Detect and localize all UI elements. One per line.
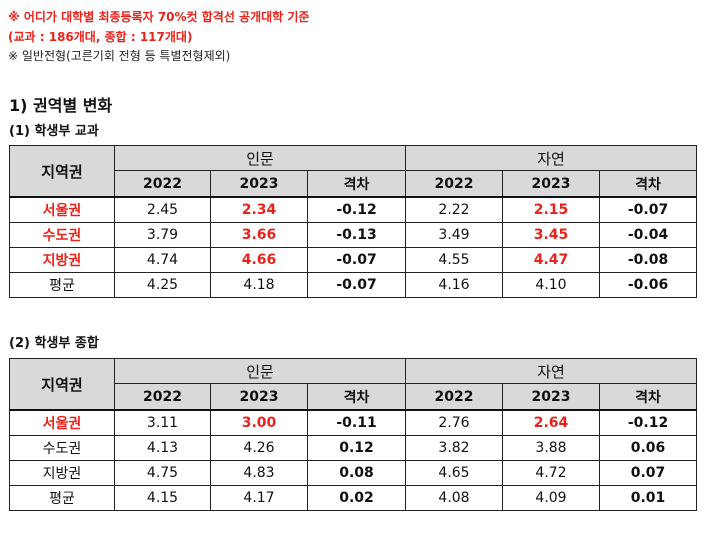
cell: 4.47: [502, 247, 601, 273]
cell: 4.17: [210, 485, 308, 511]
cell: 4.18: [210, 272, 308, 298]
cell: 4.08: [405, 485, 504, 511]
cell: 4.09: [502, 485, 601, 511]
cell: 4.26: [210, 435, 308, 461]
region-label: 지방권: [9, 460, 115, 486]
cell: 4.55: [405, 247, 504, 273]
cell: 4.10: [502, 272, 601, 298]
region-label: 서울권: [9, 409, 115, 436]
cell: -0.04: [599, 222, 698, 248]
region-header: 지역권: [9, 358, 115, 411]
cell: 2.45: [114, 196, 211, 223]
gpa-table-subject: 지역권 인문 자연 2022 2023 격차 2022 2023 격차 서울권 …: [9, 145, 698, 298]
university-count-note: (교과 : 186개대, 종합 : 117개대): [8, 30, 193, 44]
gpa-table-comprehensive: 지역권 인문 자연 2022 2023 격차 2022 2023 격차 서울권 …: [9, 358, 698, 511]
table-row: 평균 4.25 4.18 -0.07 4.16 4.10 -0.06: [9, 272, 698, 298]
table-row: 서울권 3.11 3.00 -0.11 2.76 2.64 -0.12: [9, 409, 698, 436]
cell: 4.74: [114, 247, 211, 273]
cell: 0.12: [306, 435, 407, 461]
exclusion-note: ※ 일반전형(고른기회 전형 등 특별전형제외): [8, 49, 231, 63]
region-label: 지방권: [9, 247, 115, 273]
humanities-header: 인문: [113, 145, 407, 171]
table2-subtitle: (2) 학생부 종합: [9, 336, 99, 351]
science-header: 자연: [405, 145, 698, 171]
cell: 3.79: [114, 222, 211, 248]
cell: 4.66: [210, 247, 308, 273]
section-title: 1) 권역별 변화: [9, 96, 113, 115]
cell: 3.49: [405, 222, 504, 248]
region-header: 지역권: [9, 145, 115, 198]
cell: 3.11: [114, 409, 211, 436]
cell: 4.72: [502, 460, 601, 486]
col-header: 2023: [210, 383, 308, 411]
col-header: 2022: [405, 383, 504, 411]
cell: 3.00: [210, 409, 308, 436]
cell: 4.65: [405, 460, 504, 486]
cell: -0.08: [599, 247, 698, 273]
cell: -0.13: [306, 222, 407, 248]
cell: 0.06: [599, 435, 698, 461]
cell: -0.06: [599, 272, 698, 298]
cell: 2.22: [405, 196, 504, 223]
region-label: 서울권: [9, 196, 115, 223]
col-header: 2022: [405, 170, 504, 198]
cell: 4.13: [114, 435, 211, 461]
col-header: 격차: [306, 383, 407, 411]
table-row: 서울권 2.45 2.34 -0.12 2.22 2.15 -0.07: [9, 196, 698, 223]
humanities-header: 인문: [113, 358, 407, 384]
col-header: 2023: [502, 383, 601, 411]
cell: 4.75: [114, 460, 211, 486]
cell: 2.34: [210, 196, 308, 223]
cell: -0.07: [599, 196, 698, 223]
region-label: 수도권: [9, 435, 115, 461]
cell: 3.82: [405, 435, 504, 461]
cell: 4.25: [114, 272, 211, 298]
cell: 2.15: [502, 196, 601, 223]
cell: 4.83: [210, 460, 308, 486]
table-row: 수도권 3.79 3.66 -0.13 3.49 3.45 -0.04: [9, 222, 698, 248]
cell: -0.07: [306, 247, 407, 273]
region-label: 평균: [9, 272, 115, 298]
cell: 0.08: [306, 460, 407, 486]
cell: 0.02: [306, 485, 407, 511]
col-header: 2023: [210, 170, 308, 198]
cell: 3.45: [502, 222, 601, 248]
cell: 2.76: [405, 409, 504, 436]
region-label: 평균: [9, 485, 115, 511]
table1-subtitle: (1) 학생부 교과: [9, 124, 99, 139]
col-header: 격차: [599, 383, 698, 411]
cell: -0.12: [306, 196, 407, 223]
cell: 4.15: [114, 485, 211, 511]
cell: -0.12: [599, 409, 698, 436]
cell: -0.07: [306, 272, 407, 298]
region-label: 수도권: [9, 222, 115, 248]
col-header: 2023: [502, 170, 601, 198]
science-header: 자연: [405, 358, 698, 384]
cell: 4.16: [405, 272, 504, 298]
table-row: 지방권 4.74 4.66 -0.07 4.55 4.47 -0.08: [9, 247, 698, 273]
cell: -0.11: [306, 409, 407, 436]
table-row: 수도권 4.13 4.26 0.12 3.82 3.88 0.06: [9, 435, 698, 461]
cell: 3.66: [210, 222, 308, 248]
col-header: 2022: [114, 383, 211, 411]
col-header: 격차: [599, 170, 698, 198]
cell: 0.01: [599, 485, 698, 511]
table-row: 지방권 4.75 4.83 0.08 4.65 4.72 0.07: [9, 460, 698, 486]
table-row: 평균 4.15 4.17 0.02 4.08 4.09 0.01: [9, 485, 698, 511]
criteria-note: ※ 어디가 대학별 최종등록자 70%컷 합격선 공개대학 기준: [8, 10, 310, 24]
cell: 2.64: [502, 409, 601, 436]
col-header: 격차: [306, 170, 407, 198]
cell: 3.88: [502, 435, 601, 461]
col-header: 2022: [114, 170, 211, 198]
cell: 0.07: [599, 460, 698, 486]
